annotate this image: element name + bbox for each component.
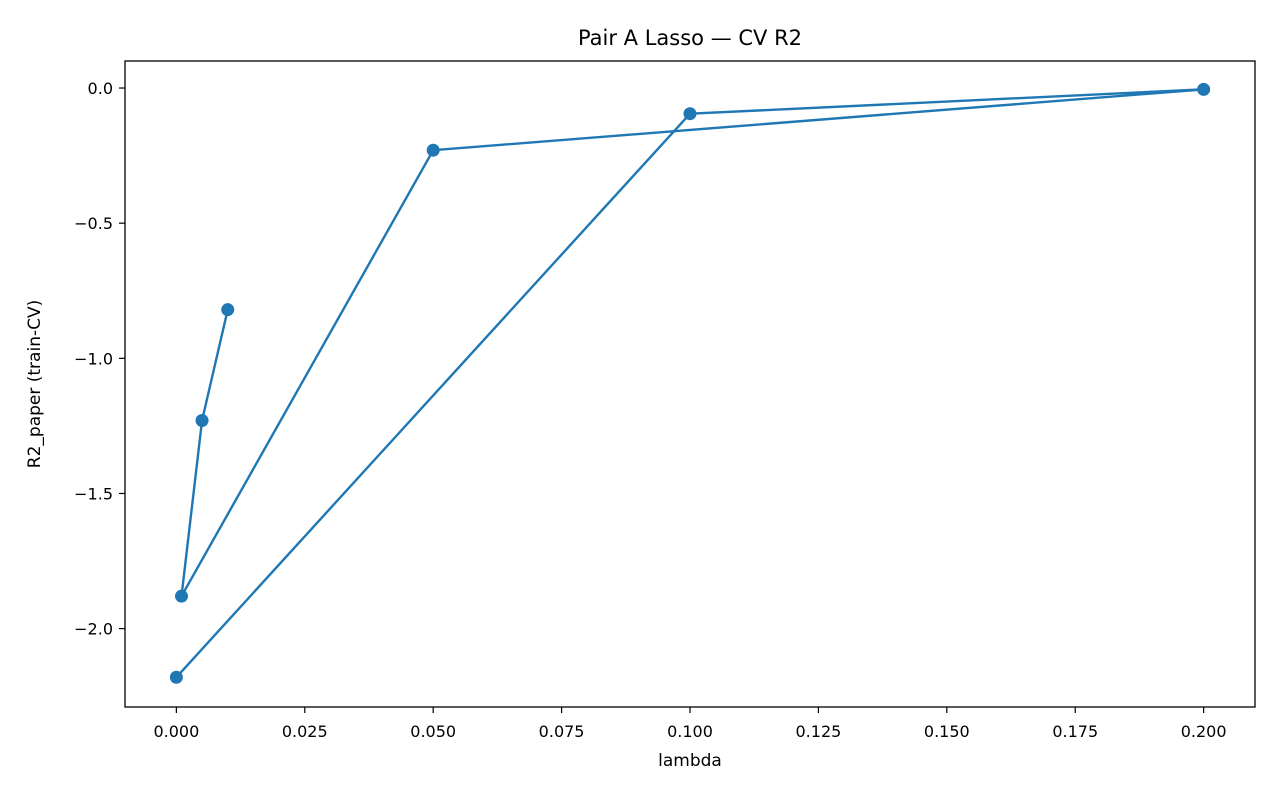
data-point: [195, 413, 209, 427]
y-tick-label: −1.0: [74, 349, 113, 368]
x-tick-label: 0.150: [924, 722, 970, 741]
x-tick-label: 0.100: [667, 722, 713, 741]
y-tick-label: −0.5: [74, 214, 113, 233]
x-tick-label: 0.200: [1181, 722, 1227, 741]
data-point: [169, 670, 183, 684]
y-axis-label: R2_paper (train-CV): [25, 300, 45, 468]
data-point: [175, 589, 188, 603]
data-point: [683, 107, 697, 121]
x-tick-label: 0.050: [410, 722, 456, 741]
data-point: [1197, 82, 1211, 96]
y-tick-label: −1.5: [74, 484, 113, 503]
x-axis-label: lambda: [658, 751, 722, 771]
data-point: [221, 303, 235, 317]
x-tick-label: 0.025: [282, 722, 328, 741]
series-line: [175, 88, 1205, 679]
chart-title: Pair A Lasso — CV R2: [578, 26, 802, 50]
plot-frame: [124, 60, 1256, 708]
x-tick-label: 0.075: [539, 722, 585, 741]
x-tick-label: 0.175: [1052, 722, 1098, 741]
data-point: [426, 143, 440, 157]
x-tick-label: 0.000: [153, 722, 199, 741]
x-tick-label: 0.125: [796, 722, 842, 741]
y-tick-label: −2.0: [74, 620, 113, 639]
y-tick-label: 0.0: [88, 79, 113, 98]
